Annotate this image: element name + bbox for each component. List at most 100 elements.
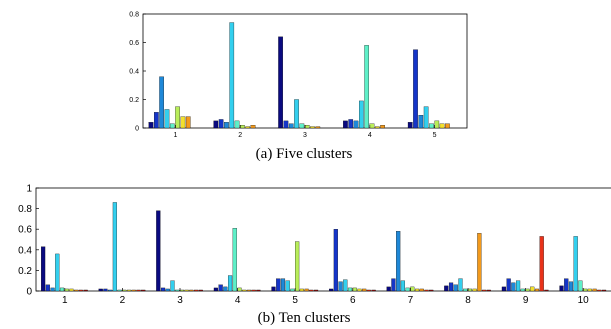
x-tick-label: 1 <box>173 132 177 139</box>
bar-cluster-1-6 <box>64 288 69 292</box>
bar-cluster-8-10 <box>486 289 491 292</box>
bar-cluster-4-10 <box>256 289 261 292</box>
bar-cluster-1-1 <box>148 122 154 129</box>
caption-five-clusters: (a) Five clusters <box>256 146 353 162</box>
bar-cluster-1-4 <box>164 109 170 129</box>
bar-cluster-3-4 <box>294 99 299 129</box>
bar-cluster-3-4 <box>170 280 175 292</box>
bar-cluster-10-2 <box>564 278 569 292</box>
bar-cluster-3-5 <box>299 123 305 129</box>
bar-cluster-4-8 <box>380 125 385 129</box>
bar-cluster-8-3 <box>453 284 458 292</box>
y-tick-label: 1 <box>26 184 32 195</box>
x-tick-label: 10 <box>578 295 590 306</box>
bar-cluster-4-7 <box>374 126 380 129</box>
bar-cluster-2-1 <box>98 288 103 292</box>
bar-cluster-9-2 <box>506 278 511 292</box>
bar-cluster-9-4 <box>516 280 521 292</box>
bar-cluster-6-7 <box>357 288 362 292</box>
bar-cluster-5-6 <box>295 241 300 292</box>
plot-area <box>142 13 468 129</box>
bar-cluster-8-6 <box>467 288 473 292</box>
x-tick-label: 5 <box>433 132 437 139</box>
bar-cluster-5-8 <box>445 123 450 129</box>
x-tick-label: 7 <box>408 295 414 306</box>
bar-cluster-5-7 <box>299 288 304 292</box>
x-tick-label: 2 <box>120 295 126 306</box>
bar-cluster-4-6 <box>369 123 375 129</box>
bar-cluster-5-2 <box>276 278 281 292</box>
bar-cluster-3-9 <box>194 289 199 292</box>
y-tick-label: 0 <box>26 287 32 298</box>
bar-cluster-1-6 <box>175 106 180 129</box>
bar-cluster-5-3 <box>418 115 424 129</box>
bar-cluster-3-1 <box>156 210 161 292</box>
bar-cluster-2-6 <box>122 289 127 292</box>
bar-cluster-2-5 <box>117 289 122 292</box>
bar-cluster-3-2 <box>283 120 289 129</box>
bar-cluster-2-4 <box>112 202 117 292</box>
bar-cluster-6-10 <box>371 289 376 292</box>
bar-cluster-1-9 <box>78 289 83 292</box>
bar-cluster-2-4 <box>229 22 235 129</box>
bar-cluster-8-7 <box>472 288 477 292</box>
bar-cluster-5-4 <box>285 280 290 292</box>
bar-cluster-1-3 <box>50 287 55 292</box>
bar-cluster-2-9 <box>136 289 141 292</box>
bar-cluster-10-4 <box>573 236 578 292</box>
bar-cluster-6-6 <box>352 287 357 292</box>
bar-cluster-4-3 <box>353 120 359 129</box>
bar-cluster-1-5 <box>59 287 65 292</box>
bar-cluster-2-3 <box>224 122 229 129</box>
bar-cluster-2-8 <box>131 289 136 292</box>
bar-cluster-3-8 <box>315 126 321 129</box>
bar-cluster-3-7 <box>310 126 315 129</box>
bar-cluster-4-4 <box>227 275 233 292</box>
y-tick-label: 0 <box>135 125 139 132</box>
bar-cluster-6-8 <box>362 288 367 292</box>
bar-cluster-6-9 <box>366 289 371 292</box>
bar-cluster-8-1 <box>444 285 449 292</box>
bar-cluster-1-1 <box>41 246 46 292</box>
bar-cluster-4-2 <box>348 119 354 129</box>
bar-cluster-3-10 <box>198 289 203 292</box>
bar-cluster-10-10 <box>601 289 607 292</box>
plot-area <box>35 187 611 292</box>
bar-cluster-1-2 <box>153 112 159 129</box>
bar-cluster-9-7 <box>530 286 535 292</box>
x-tick-label: 4 <box>235 295 241 306</box>
bar-cluster-5-6 <box>434 120 440 129</box>
bar-cluster-4-4 <box>359 100 364 129</box>
bar-cluster-2-5 <box>234 120 240 129</box>
bar-cluster-1-4 <box>55 253 60 292</box>
bar-cluster-3-7 <box>184 289 189 292</box>
bar-cluster-2-10 <box>141 289 146 292</box>
bar-cluster-8-9 <box>482 289 487 292</box>
bar-cluster-7-1 <box>386 286 391 292</box>
bar-cluster-2-6 <box>240 125 245 129</box>
bar-cluster-4-1 <box>213 287 218 292</box>
bar-cluster-7-7 <box>414 288 420 292</box>
bar-cluster-7-2 <box>391 278 396 292</box>
bar-cluster-7-9 <box>424 289 429 292</box>
bar-cluster-4-3 <box>223 286 228 292</box>
bar-cluster-8-5 <box>463 288 468 292</box>
bar-cluster-5-5 <box>290 288 295 292</box>
bar-cluster-4-7 <box>242 289 247 292</box>
bar-cluster-3-6 <box>304 125 310 129</box>
y-tick-label: 0.4 <box>18 245 32 256</box>
bar-cluster-5-1 <box>407 122 413 129</box>
bar-cluster-1-8 <box>185 116 191 129</box>
bar-cluster-9-5 <box>520 288 525 292</box>
y-tick-label: 0.4 <box>129 68 139 75</box>
y-tick-label: 0.2 <box>129 97 139 104</box>
bar-cluster-2-7 <box>245 126 251 129</box>
x-tick-label: 5 <box>292 295 298 306</box>
bar-cluster-9-8 <box>534 288 540 292</box>
bar-cluster-9-1 <box>501 286 507 292</box>
bar-cluster-2-7 <box>126 289 132 292</box>
bar-cluster-2-2 <box>103 288 108 292</box>
x-tick-label: 2 <box>238 132 242 139</box>
bar-cluster-2-8 <box>250 125 256 129</box>
